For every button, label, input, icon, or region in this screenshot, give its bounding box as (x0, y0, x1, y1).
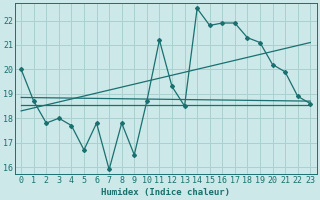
X-axis label: Humidex (Indice chaleur): Humidex (Indice chaleur) (101, 188, 230, 197)
